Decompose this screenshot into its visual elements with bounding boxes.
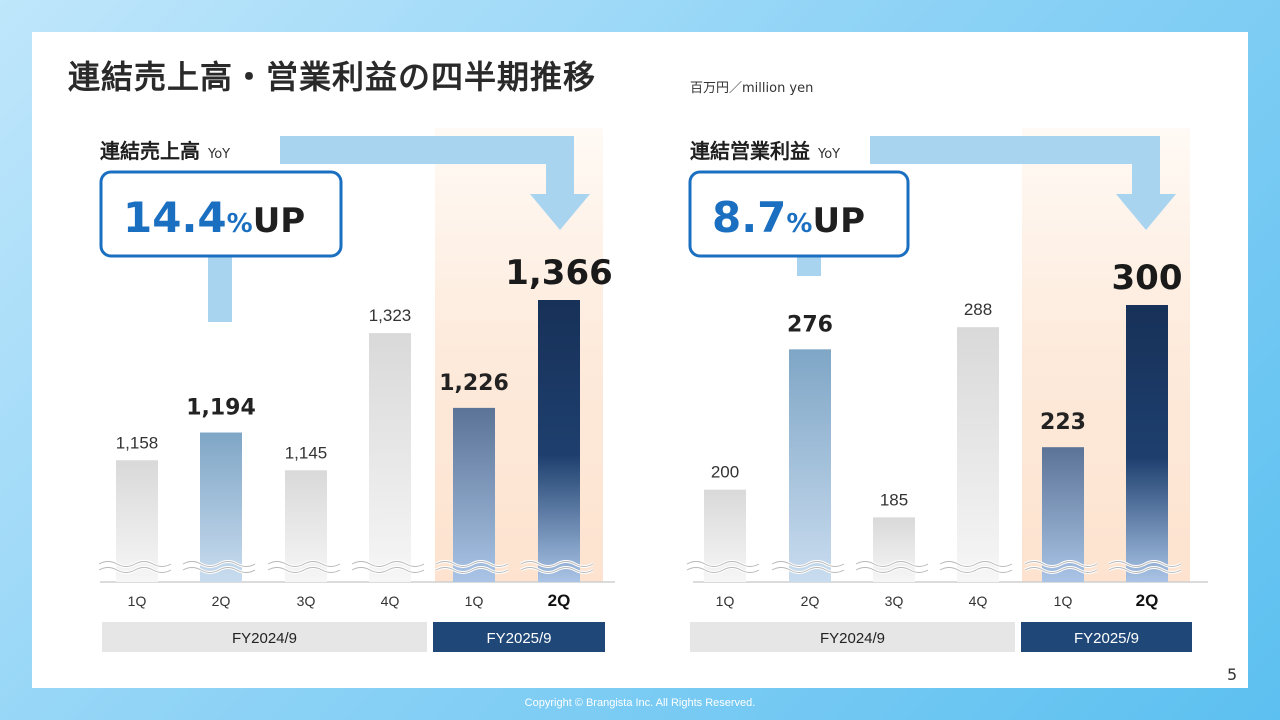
axis-break-line: [267, 561, 341, 573]
bar-5: [1042, 447, 1084, 582]
yoy-arrow-shaft: [280, 136, 574, 164]
bar-6: [538, 300, 580, 582]
bar-2: [200, 432, 242, 582]
metric-title: 連結売上高: [100, 139, 200, 163]
axis-break-line: [771, 561, 845, 573]
page-title: 連結売上高・営業利益の四半期推移: [68, 58, 597, 96]
yoy-label: YoY: [207, 147, 230, 162]
bar-value-label: 223: [1040, 410, 1086, 435]
category-label: 4Q: [381, 593, 400, 609]
yoy-arrow-shaft: [870, 136, 1160, 164]
copyright: Copyright © Brangista Inc. All Rights Re…: [524, 697, 756, 709]
category-label: 3Q: [297, 593, 316, 609]
bar-value-label: 1,145: [285, 443, 328, 462]
bar-value-label: 300: [1112, 258, 1183, 298]
fy-group-bar: [102, 622, 427, 652]
axis-break-line: [855, 561, 929, 573]
axis-break-line: [98, 561, 172, 573]
category-label: 2Q: [212, 593, 231, 609]
bar-4: [957, 327, 999, 582]
unit-label: 百万円／million yen: [690, 81, 814, 96]
yoy-value: 14.4: [123, 193, 227, 242]
yoy-connector: [797, 256, 821, 276]
yoy-percent-sign: %: [227, 209, 253, 239]
bar-2: [789, 349, 831, 582]
yoy-up-label: UP: [253, 201, 306, 241]
category-label: 4Q: [969, 593, 988, 609]
page-number: 5: [1227, 665, 1238, 684]
yoy-value-text: 14.4%UP: [123, 193, 305, 242]
fy-group-label: FY2024/9: [820, 630, 885, 647]
bar-value-label: 288: [964, 300, 992, 319]
yoy-arrow-stem: [546, 136, 574, 194]
fy-group-bar: [690, 622, 1015, 652]
yoy-value-text: 8.7%UP: [712, 193, 865, 242]
yoy-box: [99, 170, 343, 258]
category-label: 2Q: [548, 591, 571, 610]
bar-value-label: 1,226: [439, 371, 509, 396]
yoy-label: YoY: [817, 147, 840, 162]
bar-value-label: 200: [711, 463, 739, 482]
fy-group-label: FY2024/9: [232, 630, 297, 647]
chart-operating-profit: 連結営業利益 YoY 8.7%UP 200 1Q 276 2Q 185 3Q 288 4Q 223 1Q…: [686, 128, 1208, 652]
bar-value-label: 1,158: [116, 433, 159, 452]
category-label: 1Q: [716, 593, 735, 609]
category-label: 1Q: [1054, 593, 1073, 609]
yoy-up-label: UP: [812, 201, 865, 241]
fy-group-bar: [433, 622, 605, 652]
axis-break-line: [686, 561, 760, 573]
category-label: 2Q: [801, 593, 820, 609]
category-label: 1Q: [128, 593, 147, 609]
chart-revenue: 連結売上高 YoY 14.4%UP 1,158 1Q 1,194 2Q 1,145 3Q 1,32…: [98, 128, 615, 652]
bar-value-label: 1,194: [186, 396, 256, 421]
fy-group-label: FY2025/9: [486, 630, 551, 647]
bar-5: [453, 407, 495, 582]
axis-break-line: [939, 561, 1013, 573]
yoy-connector: [208, 256, 232, 322]
arrow-down-icon: [1116, 194, 1176, 230]
fy-group-bar: [1021, 622, 1192, 652]
yoy-percent-sign: %: [786, 209, 812, 239]
metric-title: 連結営業利益: [690, 139, 810, 163]
yoy-box: [688, 170, 910, 258]
axis-break-line: [182, 561, 256, 573]
bar-4: [369, 333, 411, 582]
fy-group-label: FY2025/9: [1074, 630, 1139, 647]
yoy-value: 8.7: [712, 193, 786, 242]
bar-value-label: 1,366: [505, 253, 613, 293]
axis-break-line: [1024, 561, 1098, 573]
axis-break-line: [1108, 561, 1182, 573]
arrow-down-icon: [530, 194, 590, 230]
category-label: 1Q: [465, 593, 484, 609]
axis-break-line: [520, 561, 594, 573]
axis-break-line: [435, 561, 509, 573]
category-label: 2Q: [1136, 591, 1159, 610]
bar-value-label: 1,323: [369, 306, 412, 325]
yoy-arrow-stem: [1132, 136, 1160, 194]
axis-break-line: [351, 561, 425, 573]
bar-value-label: 276: [787, 312, 833, 337]
bar-6: [1126, 305, 1168, 582]
bar-value-label: 185: [880, 490, 908, 509]
category-label: 3Q: [885, 593, 904, 609]
